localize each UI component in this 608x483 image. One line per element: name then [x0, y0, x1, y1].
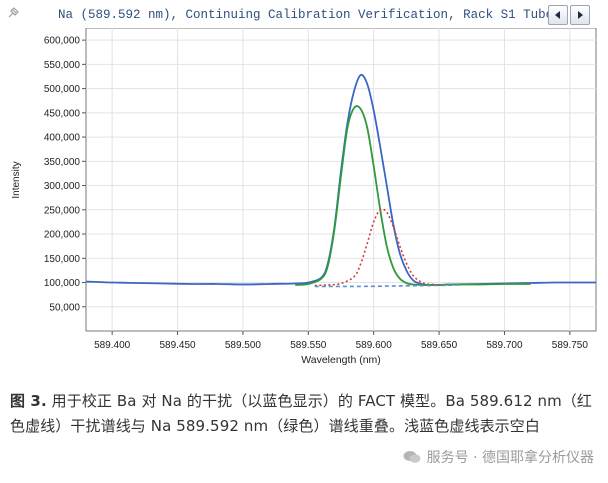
spectrum-chart: 50,000 100,000 150,000 200,000 250,000 300,00… — [11, 28, 597, 366]
y-tick-label: 550,000 — [44, 60, 81, 71]
y-tick-label: 600,000 — [44, 36, 81, 47]
x-tick-label: 589.500 — [225, 340, 262, 351]
y-tick-label: 300,000 — [44, 181, 81, 192]
x-tick-label: 589.450 — [159, 340, 196, 351]
y-tick-label: 200,000 — [44, 230, 81, 241]
watermark-text: 服务号 · 德国耶拿分析仪器 — [426, 450, 594, 466]
caption-label: 图 3. — [10, 392, 47, 410]
chat-icon — [403, 451, 421, 463]
y-tick-label: 50,000 — [49, 302, 80, 313]
watermark: 服务号 · 德国耶拿分析仪器 — [403, 447, 594, 467]
x-tick-label: 589.750 — [552, 340, 589, 351]
y-tick-label: 350,000 — [44, 157, 81, 168]
window-header: Na (589.592 nm), Continuing Calibration … — [0, 0, 608, 30]
y-tick-label: 500,000 — [44, 84, 81, 95]
x-axis: 589.400 589.450 589.500 589.550 589.600 589.6… — [94, 331, 588, 351]
x-tick-label: 589.550 — [290, 340, 327, 351]
arrow-right-icon — [578, 11, 583, 19]
chart-window-title: Na (589.592 nm), Continuing Calibration … — [58, 8, 569, 22]
x-axis-label: Wavelength (nm) — [301, 354, 381, 366]
figure-caption: 图 3. 用于校正 Ba 对 Na 的干扰（以蓝色显示）的 FACT 模型。Ba… — [10, 389, 600, 439]
caption-text: 用于校正 Ba 对 Na 的干扰（以蓝色显示）的 FACT 模型。Ba 589.… — [10, 392, 592, 435]
x-tick-label: 589.600 — [356, 340, 393, 351]
pin-icon[interactable] — [6, 6, 20, 20]
grid — [86, 28, 596, 331]
y-tick-label: 150,000 — [44, 254, 81, 265]
y-tick-label: 450,000 — [44, 108, 81, 119]
arrow-left-icon — [555, 11, 560, 19]
y-tick-label: 250,000 — [44, 205, 81, 216]
y-axis-label: Intensity — [11, 161, 22, 198]
blank-dashed-line — [314, 284, 459, 288]
x-tick-label: 589.650 — [421, 340, 458, 351]
next-button[interactable] — [570, 5, 590, 25]
previous-button[interactable] — [548, 5, 568, 25]
y-tick-label: 100,000 — [44, 278, 81, 289]
y-tick-label: 400,000 — [44, 133, 81, 144]
x-tick-label: 589.700 — [486, 340, 523, 351]
x-tick-label: 589.400 — [94, 340, 131, 351]
y-axis: 50,000 100,000 150,000 200,000 250,000 300,00… — [44, 36, 86, 313]
series-group — [85, 73, 597, 288]
